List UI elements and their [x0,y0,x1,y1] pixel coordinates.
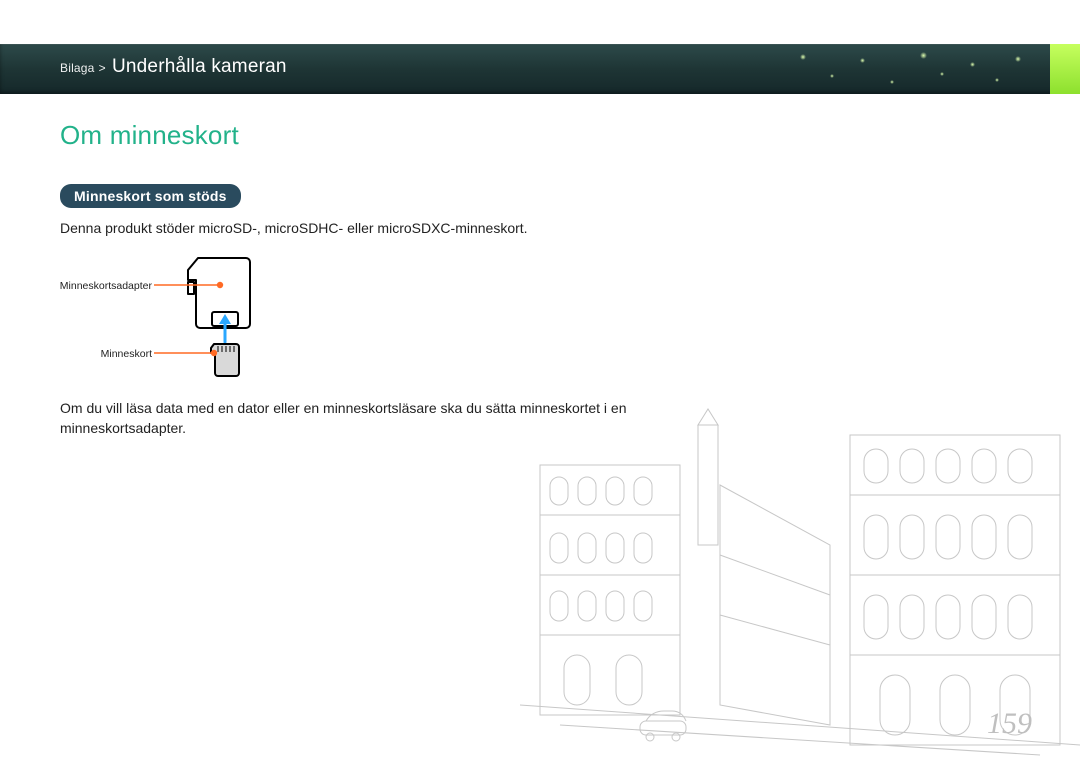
breadcrumb-separator: > [99,61,106,75]
paragraph-adapter-instructions: Om du vill läsa data med en dator eller … [60,398,640,439]
diagram-label-adapter: Minneskortsadapter [60,280,152,292]
breadcrumb: Bilaga > Underhålla kameran [60,56,287,78]
breadcrumb-title: Underhålla kameran [112,56,287,77]
breadcrumb-prefix: Bilaga [60,61,95,75]
page-number: 159 [987,707,1032,741]
header-accent-strip [1050,44,1080,94]
paragraph-supported-cards: Denna produkt stöder microSD-, microSDHC… [60,218,528,238]
memory-card-diagram: Minneskortsadapter Minneskort [80,252,280,392]
diagram-label-card: Minneskort [101,348,152,360]
subheading-pill: Minneskort som stöds [60,184,241,208]
section-title: Om minneskort [60,120,239,151]
memory-card-svg [80,252,280,392]
